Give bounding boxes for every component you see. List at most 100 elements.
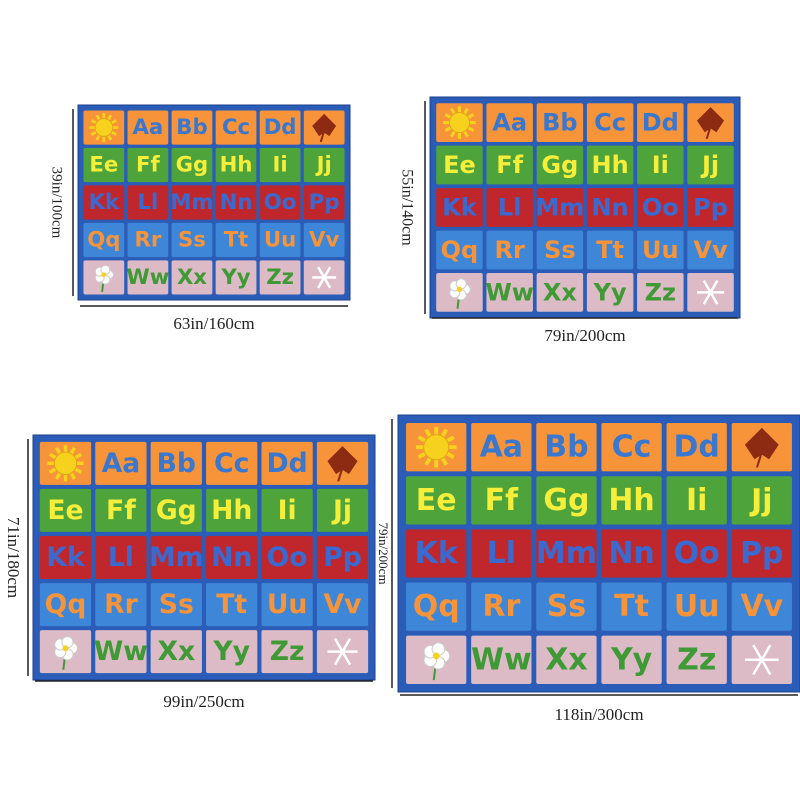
letter-tile: Zz bbox=[645, 278, 676, 306]
letter-tile: Ff bbox=[496, 151, 523, 179]
tile bbox=[261, 441, 313, 485]
tile bbox=[666, 635, 727, 684]
letter-tile: Mm bbox=[170, 190, 213, 215]
letter-tile: Ss bbox=[547, 589, 586, 624]
tile bbox=[259, 260, 301, 295]
tile bbox=[536, 529, 597, 578]
tile bbox=[666, 529, 727, 578]
tile bbox=[586, 230, 634, 270]
tile bbox=[215, 185, 257, 220]
tile bbox=[39, 488, 92, 532]
letter-tile: Ff bbox=[136, 153, 160, 178]
tile bbox=[39, 583, 92, 627]
rug: Aa Bb Cc Dd Ee Ff Gg Hh Ii Jj Kk Ll Mm Nn Oo Pp Qq Rr Ss Tt… bbox=[49, 104, 351, 333]
tile bbox=[637, 145, 684, 185]
sun bbox=[448, 111, 471, 134]
tile bbox=[39, 536, 92, 579]
letter-tile: Qq bbox=[441, 236, 479, 264]
tile bbox=[471, 529, 532, 578]
tile bbox=[731, 529, 792, 578]
tile bbox=[127, 222, 169, 258]
letter-tile: Kk bbox=[415, 536, 459, 571]
leaf-stem bbox=[337, 467, 344, 482]
letter-tile: Pp bbox=[693, 194, 728, 222]
tile bbox=[406, 529, 467, 578]
letter-tile: Ff bbox=[485, 483, 519, 518]
letter-tile: Xx bbox=[545, 642, 587, 677]
letter-tile: Gg bbox=[156, 495, 197, 526]
tile bbox=[150, 536, 202, 579]
letter-tile: Ww bbox=[94, 636, 148, 667]
tile bbox=[127, 110, 169, 145]
letter-tile: Yy bbox=[593, 278, 627, 306]
letter-tile: Zz bbox=[677, 642, 716, 677]
tile bbox=[150, 441, 202, 485]
tile bbox=[259, 185, 301, 220]
letter-tile: Ee bbox=[443, 151, 476, 179]
letter-tile: Jj bbox=[749, 483, 772, 518]
tile bbox=[95, 536, 147, 579]
tile bbox=[206, 583, 258, 627]
tile bbox=[215, 147, 257, 183]
tile bbox=[206, 488, 258, 532]
letter-tile: Kk bbox=[89, 190, 120, 215]
width-label: 63in/160cm bbox=[173, 314, 254, 333]
letter-tile: Ii bbox=[273, 153, 288, 178]
letter-tile: Ss bbox=[159, 589, 194, 620]
tile bbox=[731, 476, 792, 525]
tile bbox=[406, 582, 467, 631]
height-label: 79in/200cm bbox=[376, 522, 391, 584]
letter-tile: Nn bbox=[608, 536, 654, 571]
letter-tile: Zz bbox=[266, 265, 294, 290]
letter-tile: Hh bbox=[592, 151, 629, 179]
tile bbox=[261, 583, 313, 627]
tile bbox=[536, 273, 584, 312]
sun bbox=[53, 451, 78, 476]
letter-tile: Bb bbox=[544, 430, 588, 465]
sun bbox=[94, 118, 114, 137]
letter-tile: Qq bbox=[87, 227, 120, 252]
tile bbox=[486, 103, 533, 142]
tile bbox=[261, 536, 313, 579]
letter-tile: Ss bbox=[544, 236, 576, 264]
letter-tile: Ll bbox=[498, 194, 522, 222]
letter-tile: Kk bbox=[442, 194, 478, 222]
tile bbox=[471, 423, 532, 472]
letter-tile: Tt bbox=[216, 589, 247, 620]
letter-tile: Xx bbox=[177, 265, 207, 290]
letter-tile: Oo bbox=[267, 542, 308, 573]
letter-tile: Yy bbox=[212, 636, 250, 667]
rug: Aa Bb Cc Dd Ee Ff Gg Hh Ii Jj Kk Ll Mm Nn Oo Pp Qq Rr Ss Tt… bbox=[398, 96, 741, 345]
letter-tile: Hh bbox=[211, 495, 252, 526]
letter-tile: Qq bbox=[45, 589, 87, 620]
tile bbox=[206, 536, 258, 579]
letter-tile: Oo bbox=[642, 194, 679, 222]
tile bbox=[436, 188, 483, 227]
tile bbox=[83, 222, 125, 258]
letter-tile: Ll bbox=[108, 542, 134, 573]
tile bbox=[95, 630, 147, 674]
tile bbox=[171, 147, 213, 183]
tile bbox=[261, 630, 313, 674]
letter-tile: Vv bbox=[740, 589, 783, 624]
letter-tile: Tt bbox=[596, 236, 624, 264]
tile bbox=[601, 476, 662, 525]
tile bbox=[150, 488, 202, 532]
tile bbox=[586, 273, 634, 312]
tile bbox=[303, 185, 345, 220]
letter-tile: Ee bbox=[47, 495, 83, 526]
tile bbox=[486, 188, 533, 227]
leaf-stem bbox=[705, 126, 712, 140]
letter-tile: Cc bbox=[222, 115, 250, 140]
snowflake-arm bbox=[317, 266, 332, 289]
tile bbox=[471, 635, 532, 684]
tile bbox=[215, 260, 257, 295]
letter-tile: Yy bbox=[220, 265, 250, 290]
letter-tile: Kk bbox=[46, 542, 86, 573]
letter-tile: Ww bbox=[485, 278, 534, 306]
tile bbox=[536, 188, 584, 227]
tile bbox=[259, 110, 301, 145]
tile bbox=[666, 476, 727, 525]
letter-tile: Oo bbox=[264, 190, 297, 215]
tile bbox=[536, 230, 584, 270]
